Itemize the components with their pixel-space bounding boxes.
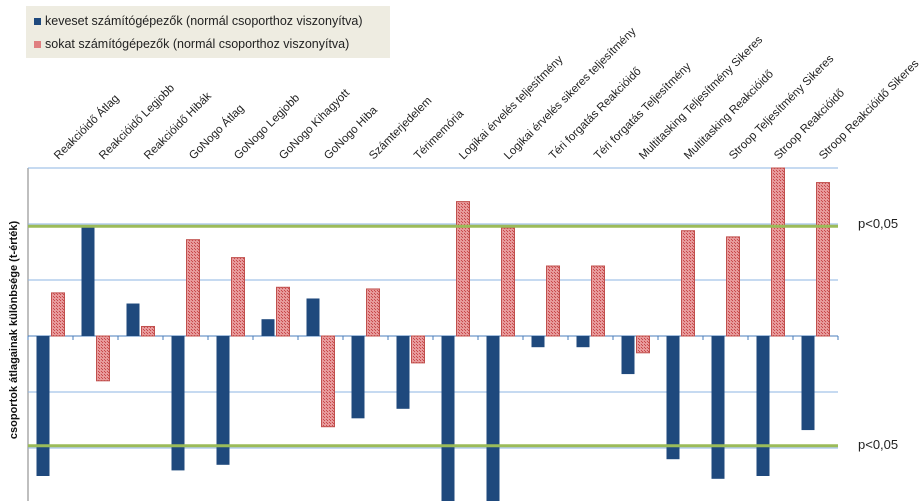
bar-sokat bbox=[366, 288, 380, 337]
bar-sokat bbox=[186, 239, 200, 337]
bar-keveset bbox=[126, 303, 140, 336]
legend-swatch-keveset bbox=[34, 17, 41, 25]
x-tick-label: Reakcióidő Legjobb bbox=[97, 82, 177, 162]
bar-sokat bbox=[771, 167, 785, 337]
bar-keveset bbox=[306, 298, 320, 336]
bar-keveset bbox=[666, 336, 680, 460]
bar-keveset bbox=[261, 319, 275, 336]
bar-sokat bbox=[501, 227, 515, 337]
bar-sokat bbox=[816, 182, 830, 337]
bar-keveset bbox=[801, 336, 815, 431]
bar-sokat bbox=[726, 236, 740, 337]
bar-sokat bbox=[321, 335, 335, 428]
x-tick-label: Multitasking Reakcióidő bbox=[682, 68, 776, 162]
bar-keveset bbox=[711, 336, 725, 479]
bar-keveset bbox=[576, 336, 590, 348]
bar-keveset bbox=[36, 336, 50, 476]
bar-keveset bbox=[756, 336, 770, 476]
bar-keveset bbox=[486, 336, 500, 501]
x-tick-label: Téri forgatás Reakcióidő bbox=[547, 65, 644, 162]
bar-sokat bbox=[591, 265, 605, 337]
threshold-label-lower: p<0,05 bbox=[858, 437, 899, 452]
bar-sokat bbox=[231, 257, 245, 337]
bar-keveset bbox=[531, 336, 545, 348]
bar-keveset bbox=[621, 336, 635, 375]
legend: keveset számítógépezők (normál csoportho… bbox=[26, 6, 390, 58]
legend-swatch-sokat bbox=[34, 40, 41, 48]
bar-keveset bbox=[396, 336, 410, 409]
bar-sokat bbox=[681, 230, 695, 337]
bar-sokat bbox=[51, 292, 65, 337]
legend-item-keveset: keveset számítógépezők (normál csoportho… bbox=[34, 12, 363, 30]
bar-keveset bbox=[441, 336, 455, 501]
bar-sokat bbox=[636, 335, 650, 354]
bar-sokat bbox=[276, 286, 290, 337]
bar-keveset bbox=[216, 336, 230, 465]
bar-keveset bbox=[81, 226, 95, 336]
bar-sokat bbox=[456, 201, 470, 337]
bar-sokat bbox=[411, 335, 425, 364]
bar-sokat bbox=[141, 325, 155, 337]
legend-label-sokat: sokat számítógépezők (normál csoporthoz … bbox=[45, 37, 350, 51]
y-axis-label: csoportok átlagainak különbsége (t-érték… bbox=[8, 220, 20, 440]
threshold-label-upper: p<0,05 bbox=[858, 216, 899, 231]
bar-keveset bbox=[351, 336, 365, 419]
bar-sokat bbox=[96, 335, 110, 382]
legend-label-keveset: keveset számítógépezők (normál csoportho… bbox=[45, 14, 363, 28]
legend-item-sokat: sokat számítógépezők (normál csoporthoz … bbox=[34, 35, 349, 53]
bar-keveset bbox=[171, 336, 185, 471]
bar-sokat bbox=[546, 265, 560, 337]
